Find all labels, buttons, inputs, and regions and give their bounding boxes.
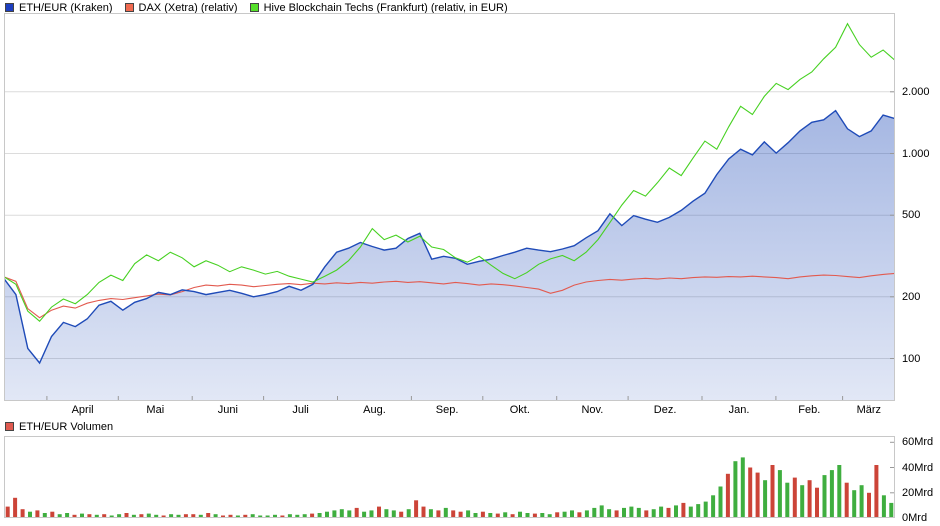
legend-item-hive: Hive Blockchain Techs (Frankfurt) (relat… bbox=[249, 1, 508, 14]
volume-y-axis-label-40: 40Mrd bbox=[902, 461, 934, 474]
x-axis-label-Juli: Juli bbox=[292, 404, 309, 416]
main-price-chart bbox=[4, 13, 895, 401]
x-axis-label-Sep.: Sep. bbox=[435, 404, 459, 416]
volume-y-axis-label-60: 60Mrd bbox=[902, 436, 934, 449]
x-axis-label-Feb.: Feb. bbox=[798, 404, 821, 416]
legend-label-volume: ETH/EUR Volumen bbox=[19, 420, 114, 433]
y-axis-label-500: 500 bbox=[902, 209, 921, 222]
legend-label-dax: DAX (Xetra) (relativ) bbox=[138, 1, 238, 14]
volume-chart-legend: ETH/EUR Volumen bbox=[5, 421, 113, 433]
main-chart-y-axis: 100 200 500 1.000 2.000 bbox=[898, 13, 940, 401]
hive-color-swatch bbox=[249, 3, 259, 12]
main-chart-svg bbox=[4, 13, 895, 401]
dax-color-swatch bbox=[124, 3, 134, 12]
volume-color-swatch bbox=[5, 422, 14, 431]
x-axis-label-Dez.: Dez. bbox=[653, 404, 677, 416]
x-axis-label-März: März bbox=[856, 404, 882, 416]
x-axis-label-April: April bbox=[71, 404, 94, 416]
volume-chart bbox=[4, 436, 895, 518]
y-axis-label-200: 200 bbox=[902, 290, 921, 303]
volume-chart-y-axis: 0Mrd 20Mrd 40Mrd 60Mrd bbox=[898, 436, 940, 524]
volume-y-axis-label-20: 20Mrd bbox=[902, 486, 934, 499]
x-axis-label-Nov.: Nov. bbox=[581, 404, 604, 416]
x-axis-label-Aug.: Aug. bbox=[363, 404, 386, 416]
x-axis-label-Jan.: Jan. bbox=[728, 404, 750, 416]
x-axis-label-Mai: Mai bbox=[146, 404, 165, 416]
y-axis-label-2000: 2.000 bbox=[902, 85, 930, 98]
legend-item-volume: ETH/EUR Volumen bbox=[5, 421, 113, 433]
legend-item-eth: ETH/EUR (Kraken) bbox=[5, 2, 113, 14]
y-axis-label-1000: 1.000 bbox=[902, 147, 930, 160]
main-chart-legend: ETH/EUR (Kraken) DAX (Xetra) (relativ) H… bbox=[5, 1, 508, 14]
volume-chart-svg bbox=[4, 436, 895, 518]
volume-y-axis-label-0: 0Mrd bbox=[902, 512, 928, 524]
eth-color-swatch bbox=[5, 3, 14, 12]
legend-item-dax: DAX (Xetra) (relativ) bbox=[124, 1, 238, 14]
x-axis-month-labels: April Mai Juni Juli Aug. Sep. Okt. Nov. Dez. Jan.… bbox=[4, 404, 895, 417]
x-axis-label-Okt.: Okt. bbox=[509, 404, 530, 416]
y-axis-label-100: 100 bbox=[902, 352, 921, 365]
legend-label-hive: Hive Blockchain Techs (Frankfurt) (relat… bbox=[263, 1, 508, 14]
x-axis-label-Juni: Juni bbox=[217, 404, 238, 416]
legend-label-eth: ETH/EUR (Kraken) bbox=[19, 1, 113, 14]
